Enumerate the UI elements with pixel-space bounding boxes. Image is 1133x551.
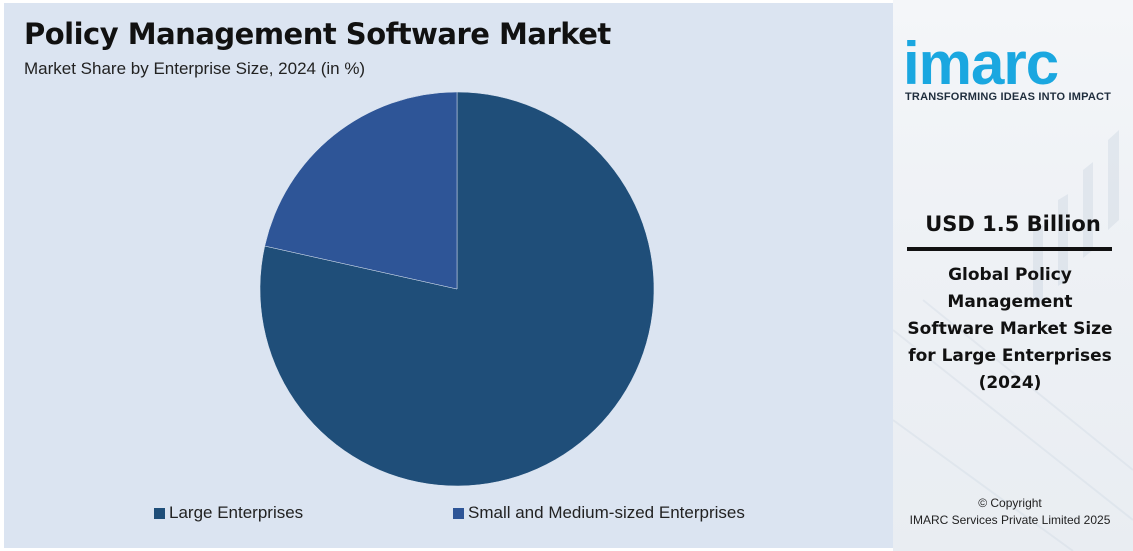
- legend-label: Small and Medium-sized Enterprises: [468, 503, 745, 522]
- legend-item-large-enterprises: Large Enterprises: [154, 503, 303, 523]
- desc-line: Software Market Size: [907, 319, 1113, 339]
- chart-panel: Policy Management Software Market Market…: [4, 3, 893, 548]
- imarc-logo: imarc: [903, 30, 1059, 90]
- market-size-description: Global Policy Management Software Market…: [893, 262, 1127, 397]
- copyright: © Copyright IMARC Services Private Limit…: [893, 495, 1127, 529]
- svg-text:imarc: imarc: [903, 30, 1058, 90]
- market-size-value: USD 1.5 Billion: [925, 212, 1101, 236]
- copyright-line: © Copyright: [978, 496, 1042, 510]
- pie-slice-small-and-medium-sized-enterprises: [264, 91, 458, 290]
- info-side-panel: imarc TRANSFORMING IDEAS INTO IMPACT USD…: [893, 0, 1133, 551]
- copyright-line: IMARC Services Private Limited 2025: [909, 513, 1111, 527]
- legend-swatch: [453, 507, 464, 519]
- desc-line: for Large Enterprises: [908, 346, 1112, 366]
- legend-label: Large Enterprises: [169, 503, 304, 522]
- chart-title: Policy Management Software Market: [24, 17, 611, 51]
- divider: [907, 247, 1112, 251]
- desc-line: Global Policy: [948, 265, 1072, 285]
- pie-chart: [259, 91, 655, 487]
- desc-line: Management: [947, 292, 1073, 312]
- chart-subtitle: Market Share by Enterprise Size, 2024 (i…: [24, 59, 366, 78]
- decorative-background: [893, 130, 1133, 551]
- desc-line: (2024): [978, 373, 1042, 393]
- legend-item-smes: Small and Medium-sized Enterprises: [453, 503, 745, 523]
- legend-swatch: [154, 507, 165, 519]
- brand-tagline: TRANSFORMING IDEAS INTO IMPACT: [905, 91, 1112, 103]
- chart-legend: Large Enterprises Small and Medium-sized…: [4, 503, 893, 527]
